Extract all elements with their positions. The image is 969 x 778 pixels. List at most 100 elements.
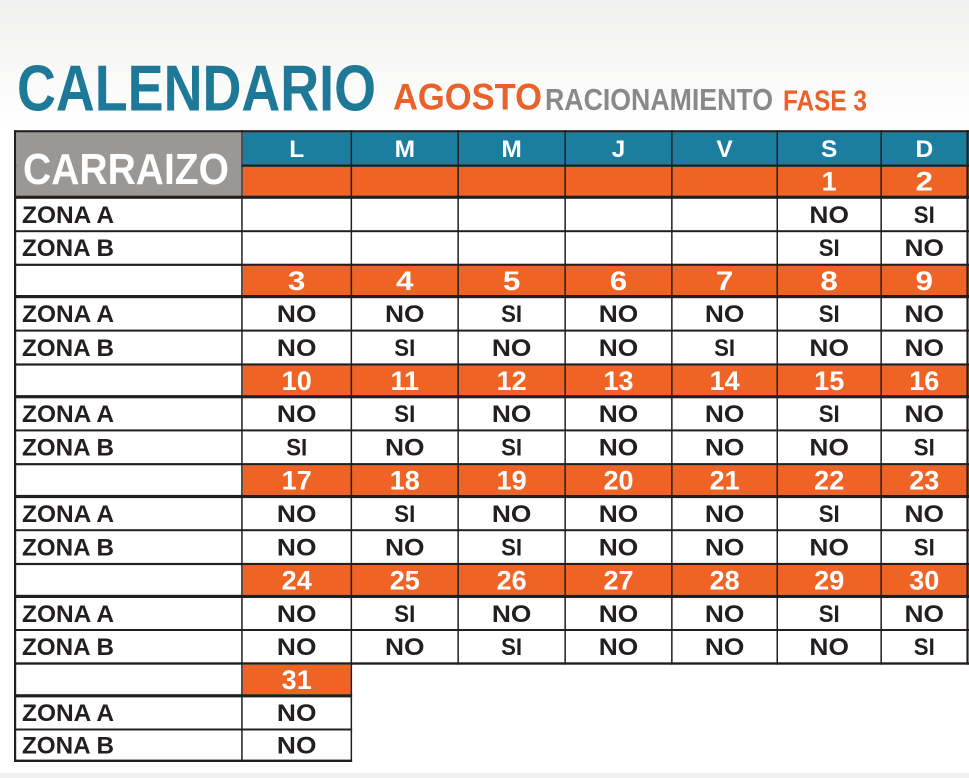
svg-text:20: 20: [603, 466, 633, 496]
svg-text:SI: SI: [286, 435, 307, 462]
svg-text:ZONA A: ZONA A: [22, 401, 114, 428]
svg-text:M: M: [395, 136, 415, 163]
svg-text:CARRAIZO: CARRAIZO: [23, 145, 229, 194]
svg-text:SI: SI: [501, 634, 522, 661]
svg-text:NO: NO: [809, 202, 849, 229]
svg-text:4: 4: [396, 266, 414, 296]
svg-text:NO: NO: [492, 335, 532, 362]
svg-text:S: S: [821, 136, 837, 163]
svg-text:NO: NO: [277, 732, 317, 759]
svg-text:ZONA B: ZONA B: [22, 235, 114, 262]
svg-text:30: 30: [909, 565, 939, 595]
svg-text:25: 25: [390, 565, 420, 595]
svg-text:NO: NO: [705, 401, 745, 428]
svg-text:SI: SI: [914, 534, 935, 561]
svg-text:NO: NO: [599, 335, 639, 362]
svg-text:NO: NO: [905, 301, 945, 328]
svg-text:ZONA B: ZONA B: [22, 534, 114, 561]
svg-text:11: 11: [391, 366, 420, 396]
svg-text:NO: NO: [905, 501, 945, 528]
svg-text:V: V: [716, 136, 733, 163]
svg-text:ZONA A: ZONA A: [22, 601, 114, 628]
svg-text:SI: SI: [501, 534, 522, 561]
svg-text:NO: NO: [599, 501, 639, 528]
svg-text:NO: NO: [705, 601, 745, 628]
svg-text:NO: NO: [492, 601, 532, 628]
svg-text:NO: NO: [905, 401, 945, 428]
svg-text:NO: NO: [905, 601, 945, 628]
svg-text:SI: SI: [914, 202, 935, 229]
svg-text:SI: SI: [914, 435, 935, 462]
svg-text:NO: NO: [277, 301, 317, 328]
svg-text:18: 18: [390, 466, 420, 496]
svg-text:28: 28: [710, 565, 740, 595]
svg-text:ZONA B: ZONA B: [22, 335, 114, 362]
svg-text:NO: NO: [905, 235, 945, 262]
svg-text:1: 1: [822, 167, 837, 197]
svg-text:NO: NO: [277, 700, 317, 727]
svg-text:SI: SI: [394, 335, 415, 362]
svg-text:16: 16: [909, 366, 939, 396]
svg-text:14: 14: [710, 366, 740, 396]
svg-text:SI: SI: [394, 601, 415, 628]
svg-text:6: 6: [610, 266, 628, 296]
svg-text:NO: NO: [809, 435, 849, 462]
svg-text:NO: NO: [385, 301, 425, 328]
svg-text:29: 29: [814, 565, 844, 595]
svg-text:SI: SI: [819, 601, 840, 628]
svg-text:9: 9: [916, 266, 934, 296]
svg-text:NO: NO: [599, 401, 639, 428]
svg-text:17: 17: [282, 466, 312, 496]
svg-text:3: 3: [288, 266, 306, 296]
svg-text:21: 21: [710, 466, 740, 496]
svg-text:23: 23: [909, 466, 939, 496]
svg-text:NO: NO: [277, 335, 317, 362]
svg-text:SI: SI: [394, 501, 415, 528]
svg-text:13: 13: [603, 366, 633, 396]
svg-text:NO: NO: [492, 401, 532, 428]
svg-text:FASE 3: FASE 3: [783, 86, 867, 118]
svg-text:NO: NO: [599, 634, 639, 661]
svg-text:NO: NO: [277, 401, 317, 428]
svg-text:SI: SI: [819, 301, 840, 328]
svg-text:NO: NO: [277, 534, 317, 561]
svg-text:NO: NO: [277, 634, 317, 661]
svg-text:SI: SI: [501, 435, 522, 462]
svg-text:ZONA A: ZONA A: [22, 501, 114, 528]
svg-text:ZONA B: ZONA B: [22, 435, 114, 462]
svg-text:SI: SI: [714, 335, 735, 362]
svg-text:2: 2: [916, 167, 934, 197]
svg-text:M: M: [501, 136, 521, 163]
svg-text:ZONA B: ZONA B: [22, 634, 114, 661]
svg-text:NO: NO: [809, 634, 849, 661]
svg-text:SI: SI: [819, 501, 840, 528]
svg-text:NO: NO: [277, 601, 317, 628]
svg-text:26: 26: [497, 565, 527, 595]
svg-text:AGOSTO: AGOSTO: [393, 76, 542, 118]
svg-text:24: 24: [282, 565, 312, 595]
svg-text:SI: SI: [914, 634, 935, 661]
svg-text:J: J: [612, 136, 626, 163]
svg-text:NO: NO: [705, 301, 745, 328]
svg-text:NO: NO: [599, 601, 639, 628]
svg-text:SI: SI: [394, 401, 415, 428]
svg-text:NO: NO: [385, 435, 425, 462]
svg-text:NO: NO: [599, 435, 639, 462]
svg-text:SI: SI: [819, 401, 840, 428]
svg-text:NO: NO: [705, 534, 745, 561]
svg-text:31: 31: [282, 665, 312, 695]
svg-text:NO: NO: [705, 634, 745, 661]
svg-text:27: 27: [603, 565, 633, 595]
svg-text:NO: NO: [599, 301, 639, 328]
svg-text:SI: SI: [819, 235, 840, 262]
svg-text:NO: NO: [385, 534, 425, 561]
svg-text:SI: SI: [501, 301, 522, 328]
svg-text:ZONA B: ZONA B: [22, 732, 114, 759]
svg-text:NO: NO: [492, 501, 532, 528]
svg-text:NO: NO: [705, 435, 745, 462]
svg-text:NO: NO: [705, 501, 745, 528]
svg-text:NO: NO: [905, 335, 945, 362]
svg-text:5: 5: [503, 266, 521, 296]
svg-text:NO: NO: [809, 335, 849, 362]
svg-text:CALENDARIO: CALENDARIO: [17, 52, 376, 125]
